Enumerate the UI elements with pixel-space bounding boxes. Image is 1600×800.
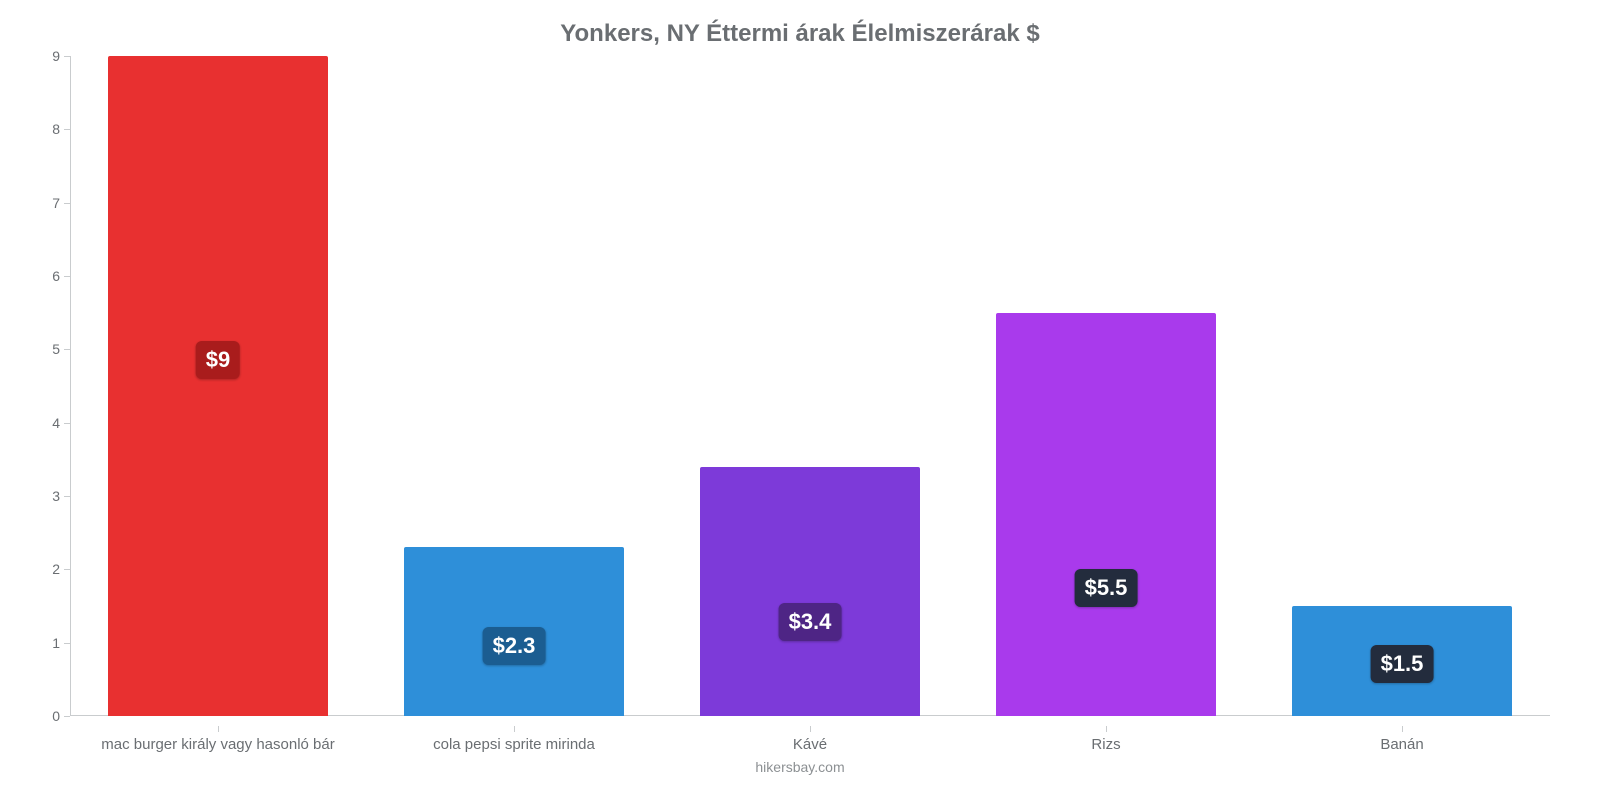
x-label: Kávé [662, 716, 958, 753]
value-badge: $5.5 [1075, 569, 1138, 607]
x-label: cola pepsi sprite mirinda [366, 716, 662, 753]
y-tick-label: 9 [52, 48, 60, 64]
value-badge: $1.5 [1371, 645, 1434, 683]
bar-slot: $2.3 [366, 56, 662, 716]
bars-row: $9 $2.3 $3.4 $5.5 $1.5 [70, 56, 1550, 716]
y-tick-label: 1 [52, 635, 60, 651]
y-tick-label: 7 [52, 195, 60, 211]
x-labels-row: mac burger király vagy hasonló bárcola p… [70, 716, 1550, 753]
x-label: Banán [1254, 716, 1550, 753]
chart-container: Yonkers, NY Éttermi árak Élelmiszerárak … [0, 0, 1600, 800]
plot-area: $9$2.3$3.4$5.5$1.5 0123456789 [70, 56, 1550, 716]
y-tick-label: 8 [52, 121, 60, 137]
bar: $9 [108, 56, 327, 716]
chart-footer: hikersbay.com [40, 759, 1560, 775]
bar: $5.5 [996, 313, 1215, 716]
bar: $1.5 [1292, 606, 1511, 716]
y-tick-label: 5 [52, 341, 60, 357]
bar-slot: $1.5 [1254, 56, 1550, 716]
x-label: mac burger király vagy hasonló bár [70, 716, 366, 753]
value-badge: $2.3 [483, 627, 546, 665]
value-badge: $3.4 [779, 603, 842, 641]
bar-slot: $9 [70, 56, 366, 716]
bar: $3.4 [700, 467, 919, 716]
chart-title: Yonkers, NY Éttermi árak Élelmiszerárak … [40, 20, 1560, 48]
y-tick-label: 2 [52, 561, 60, 577]
y-tick-label: 6 [52, 268, 60, 284]
bar-slot: $5.5 [958, 56, 1254, 716]
y-tick-label: 0 [52, 708, 60, 724]
y-tick-label: 3 [52, 488, 60, 504]
value-badge: $9 [196, 341, 240, 379]
bar-slot: $3.4 [662, 56, 958, 716]
y-tick-label: 4 [52, 415, 60, 431]
bar: $2.3 [404, 547, 623, 716]
x-label: Rizs [958, 716, 1254, 753]
